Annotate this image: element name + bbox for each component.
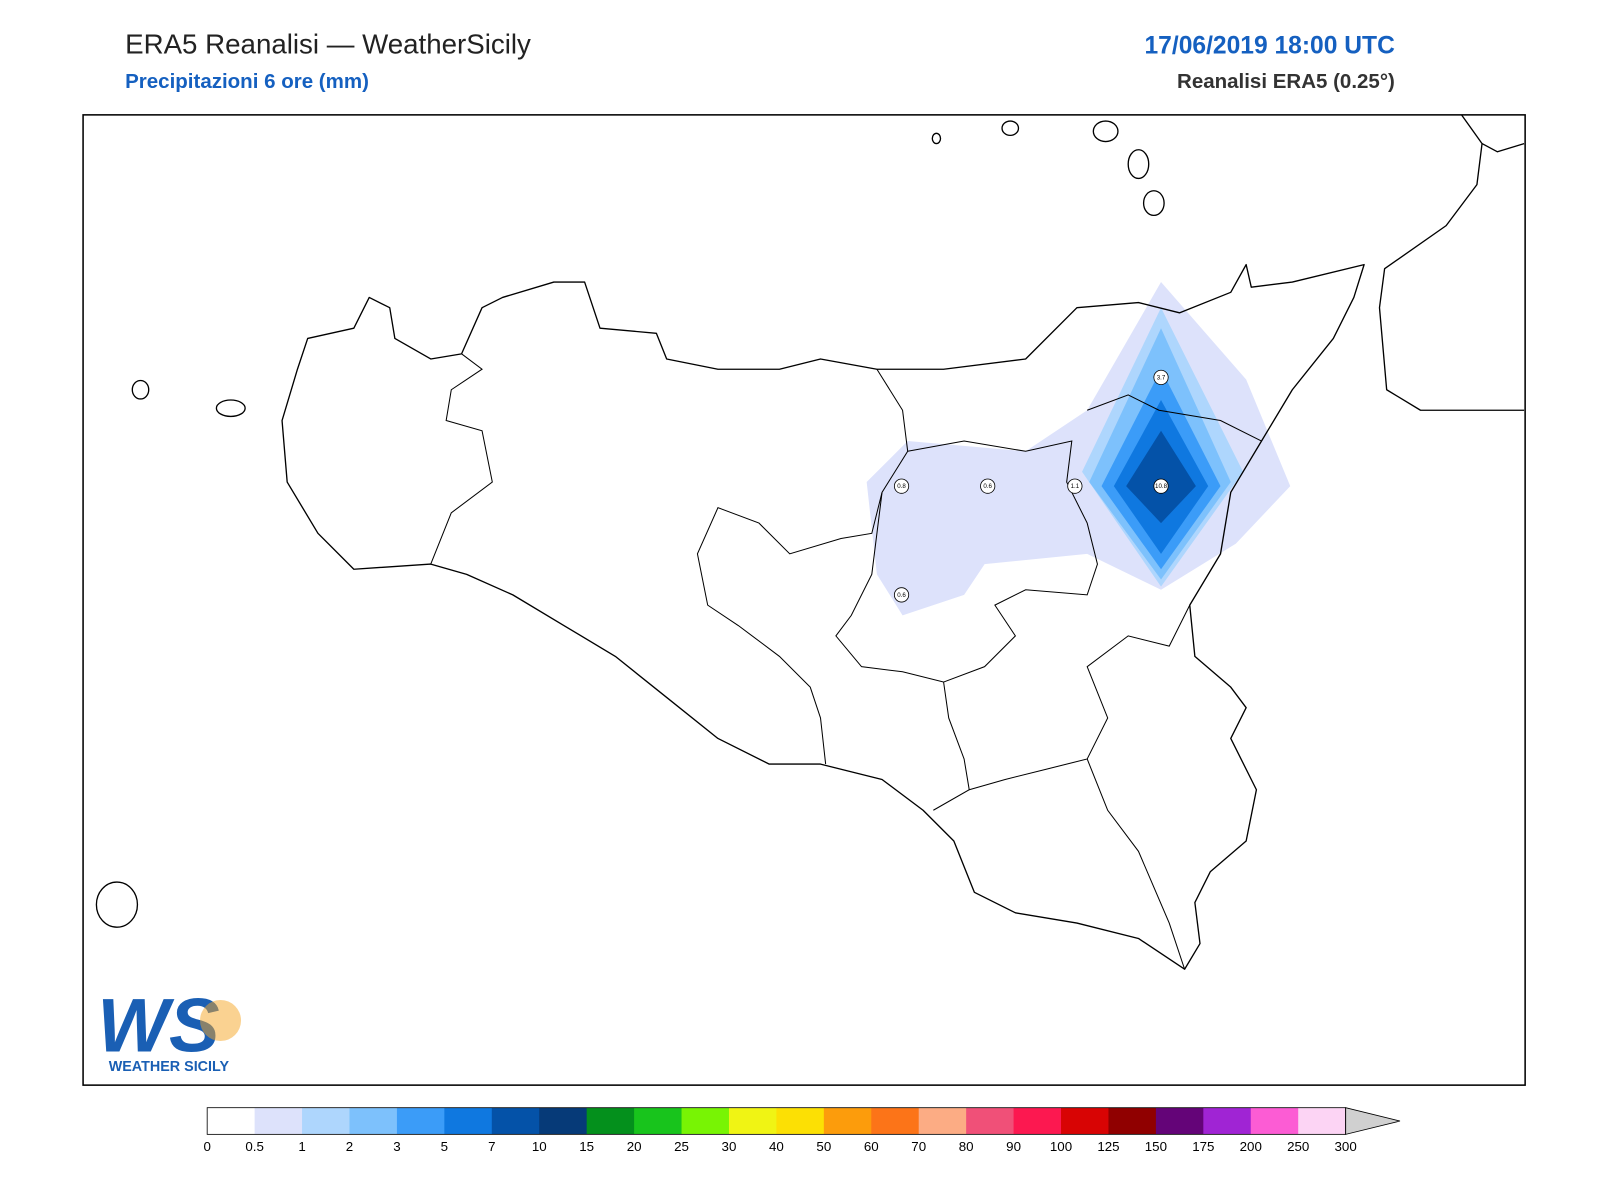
colorbar-box	[491, 1107, 540, 1135]
colorbar-tick: 100	[1050, 1139, 1072, 1154]
point-marker	[1067, 478, 1083, 494]
colorbar-box	[254, 1107, 303, 1135]
colorbar-tick: 5	[441, 1139, 448, 1154]
colorbar-box	[1155, 1107, 1204, 1135]
colorbar-box	[1108, 1107, 1157, 1135]
map-frame	[82, 114, 1526, 1086]
colorbar-box	[1250, 1107, 1299, 1135]
colorbar-box	[444, 1107, 493, 1135]
colorbar-box	[728, 1107, 777, 1135]
colorbar-tick: 25	[674, 1139, 689, 1154]
colorbar-box	[1061, 1107, 1109, 1135]
point-value: 0.8	[897, 483, 906, 490]
colorbar-tick: 90	[1006, 1139, 1021, 1154]
colorbar-tick: 20	[627, 1139, 642, 1154]
colorbar-tick: 40	[769, 1139, 784, 1154]
point-marker	[980, 478, 996, 494]
point-value: 1.1	[1071, 483, 1080, 490]
colorbar-tick: 200	[1240, 1139, 1262, 1154]
colorbar-box	[349, 1107, 398, 1135]
colorbar-tick: 15	[579, 1139, 594, 1154]
colorbar-tick: 175	[1192, 1139, 1214, 1154]
point-value: 0.6	[983, 483, 992, 490]
colorbar-tick: 70	[911, 1139, 926, 1154]
point-marker	[893, 587, 910, 603]
colorbar-box	[539, 1107, 588, 1135]
colorbar-tick: 250	[1287, 1139, 1309, 1154]
colorbar-box	[918, 1107, 967, 1135]
colorbar-box	[396, 1107, 445, 1135]
colorbar-tick: 1	[298, 1139, 305, 1154]
point-value: 10.8	[1155, 483, 1168, 490]
colorbar-outline	[206, 1107, 1347, 1135]
logo-mark: WS	[97, 983, 219, 1068]
point-marker	[893, 478, 910, 494]
colorbar-box	[586, 1107, 635, 1135]
colorbar-box	[776, 1107, 825, 1135]
colorbar-tick: 125	[1097, 1139, 1119, 1154]
logo-name: WEATHER SICILY	[109, 1059, 230, 1075]
colorbar-extend	[1345, 1107, 1401, 1135]
colorbar-tick: 80	[959, 1139, 974, 1154]
colorbar-box	[1013, 1107, 1062, 1135]
colorbar-tick: 2	[346, 1139, 353, 1154]
date: 17/06/2019 18:00 UTC	[1144, 32, 1395, 59]
colorbar-box	[871, 1107, 920, 1135]
colorbar-tick: 7	[488, 1139, 495, 1154]
colorbar: 0 0.5 1 2 3 5 7 10 15 20 25 30 40 50 60 70 80 90 100 125 150…	[203, 1107, 1401, 1154]
colorbar-tick: 150	[1145, 1139, 1167, 1154]
colorbar-box	[681, 1107, 730, 1135]
colorbar-box	[634, 1107, 683, 1135]
colorbar-tick: 60	[864, 1139, 879, 1154]
colorbar-tick: 30	[722, 1139, 737, 1154]
colorbar-box	[823, 1107, 872, 1135]
point-labels: 0.8 0.6 1.1 3.7 10.8 0.6	[893, 369, 1169, 603]
point-value: 3.7	[1157, 374, 1166, 381]
colorbar-tick: 3	[393, 1139, 400, 1154]
point-value: 0.6	[897, 592, 906, 599]
colorbar-tick: 0.5	[245, 1139, 264, 1154]
title: ERA5 Reanalisi — WeatherSicily	[125, 28, 531, 59]
model: Reanalisi ERA5 (0.25°)	[1177, 70, 1395, 93]
colorbar-box	[207, 1107, 256, 1135]
point-marker	[1153, 369, 1169, 386]
colorbar-tick: 300	[1335, 1139, 1357, 1154]
colorbar-tick: 50	[816, 1139, 831, 1154]
logo: WS WEATHER SICILY	[97, 983, 242, 1075]
colorbar-box	[1298, 1107, 1347, 1135]
colorbar-box	[1203, 1107, 1252, 1135]
subtitle: Precipitazioni 6 ore (mm)	[125, 70, 369, 93]
colorbar-tick: 10	[532, 1139, 547, 1154]
colorbar-box	[966, 1107, 1015, 1135]
point-marker	[1153, 478, 1169, 494]
colorbar-box	[302, 1107, 350, 1135]
colorbar-tick: 0	[203, 1139, 210, 1154]
